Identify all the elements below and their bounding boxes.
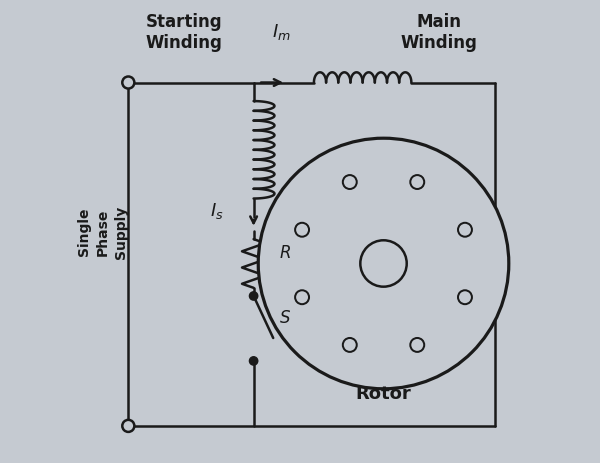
Text: Phase: Phase bbox=[96, 208, 110, 255]
Text: Single: Single bbox=[77, 207, 91, 256]
Text: $R$: $R$ bbox=[279, 244, 291, 261]
Circle shape bbox=[361, 241, 407, 287]
Circle shape bbox=[295, 223, 309, 237]
Circle shape bbox=[250, 357, 258, 365]
Text: Supply: Supply bbox=[115, 205, 128, 258]
Circle shape bbox=[295, 291, 309, 305]
Text: Rotor: Rotor bbox=[356, 385, 412, 402]
Circle shape bbox=[410, 175, 424, 189]
Circle shape bbox=[122, 420, 134, 432]
Circle shape bbox=[122, 77, 134, 89]
Text: Starting
Winding: Starting Winding bbox=[146, 13, 223, 52]
Circle shape bbox=[458, 223, 472, 237]
Text: $I_s$: $I_s$ bbox=[209, 200, 223, 221]
Circle shape bbox=[250, 292, 258, 300]
Text: $S$: $S$ bbox=[279, 308, 291, 326]
Text: Main
Winding: Main Winding bbox=[401, 13, 478, 52]
Circle shape bbox=[343, 175, 357, 189]
Circle shape bbox=[458, 291, 472, 305]
Text: $I_m$: $I_m$ bbox=[272, 22, 291, 43]
Circle shape bbox=[343, 338, 357, 352]
Circle shape bbox=[410, 338, 424, 352]
Circle shape bbox=[258, 139, 509, 389]
